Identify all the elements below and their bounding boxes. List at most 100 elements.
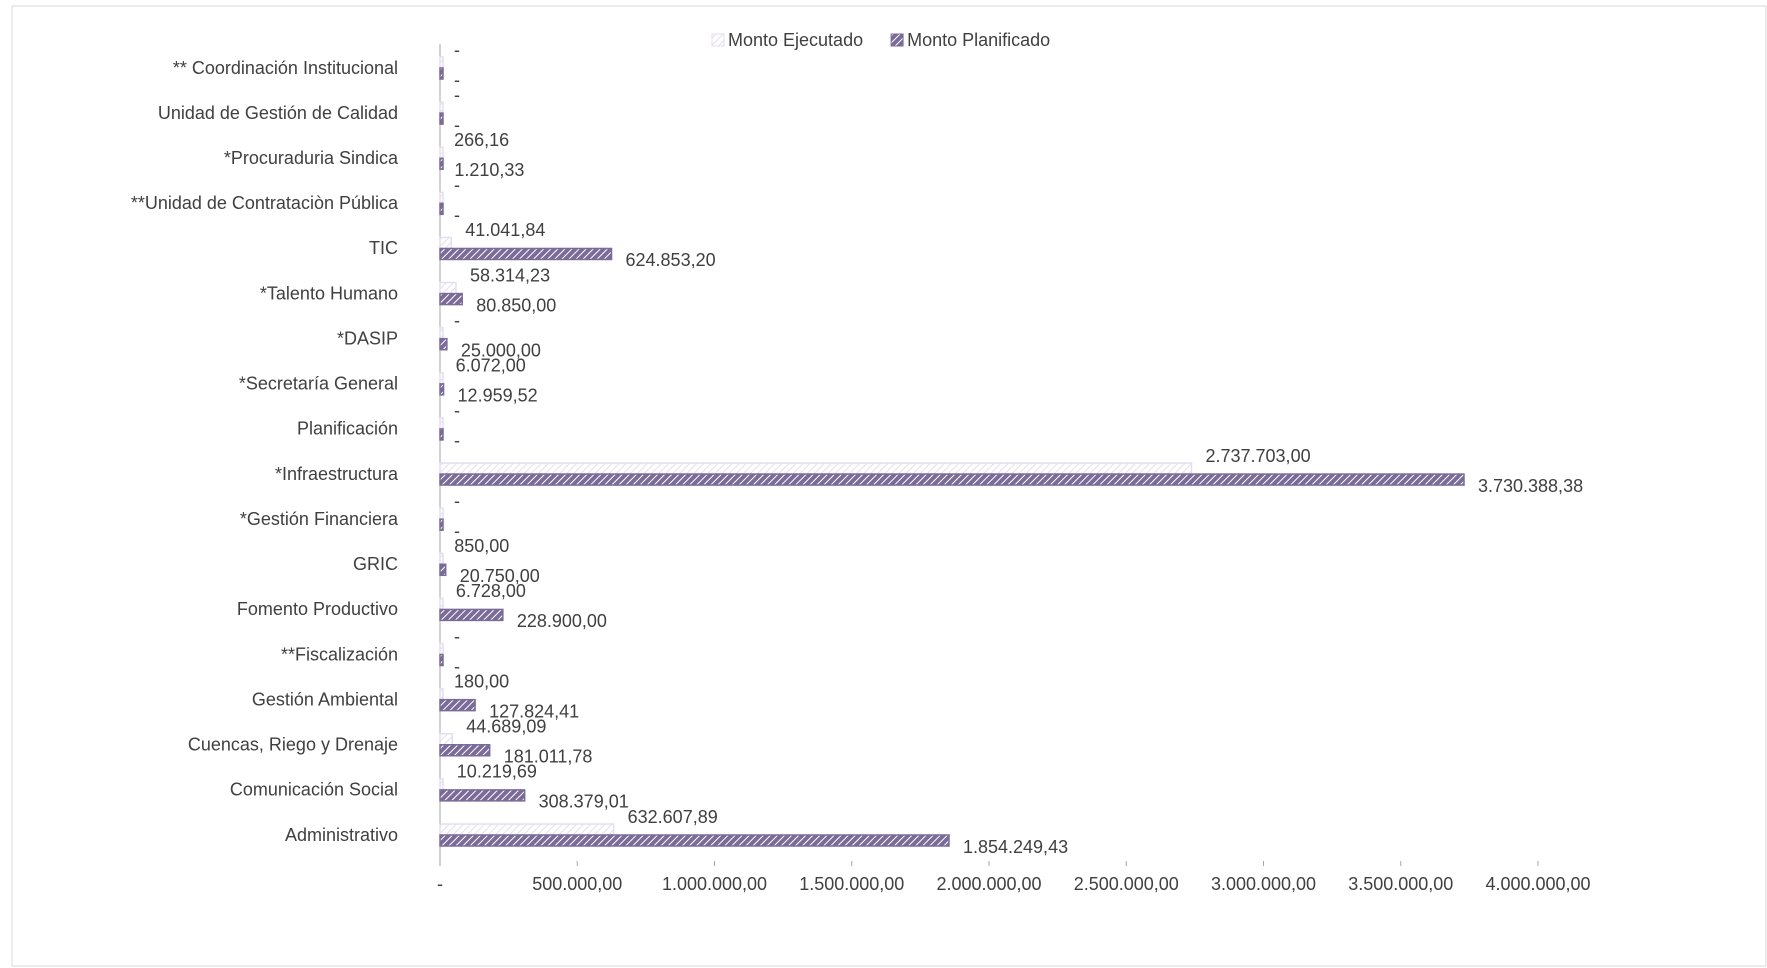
value-label: 6.728,00 — [456, 581, 526, 601]
bar — [439, 202, 444, 216]
x-tick-label: 4.000.000,00 — [1485, 874, 1590, 894]
bar — [439, 698, 476, 712]
bar — [439, 823, 615, 836]
bar — [439, 563, 447, 577]
y-tick-label: Unidad de Gestión de Calidad — [158, 103, 398, 123]
bar — [439, 112, 444, 125]
bar — [439, 687, 444, 701]
value-label: - — [454, 115, 460, 135]
bar — [439, 507, 444, 520]
legend-label: Monto Ejecutado — [728, 30, 863, 50]
y-tick-label: *Talento Humano — [260, 283, 398, 303]
bar — [439, 417, 444, 430]
value-label: 228.900,00 — [517, 611, 607, 631]
bar — [439, 473, 1465, 486]
bar — [439, 56, 444, 69]
y-tick-label: *Procuraduria Sindica — [224, 148, 399, 168]
value-label: 1.854.249,43 — [963, 837, 1068, 857]
x-tick-label: 500.000,00 — [532, 874, 622, 894]
y-tick-label: **Unidad de Contrataciòn Pública — [131, 193, 399, 213]
bar — [439, 191, 444, 205]
value-label: - — [454, 70, 460, 90]
legend-swatch — [890, 33, 904, 47]
x-tick-label: 3.000.000,00 — [1211, 874, 1316, 894]
bar — [439, 597, 444, 611]
value-label: 180,00 — [454, 671, 509, 691]
x-tick-label: 3.500.000,00 — [1348, 874, 1453, 894]
bar — [439, 428, 444, 441]
bar — [439, 337, 448, 351]
value-label: 12.959,52 — [458, 386, 538, 406]
value-label: - — [454, 521, 460, 541]
y-tick-label: *Secretaría General — [239, 374, 398, 394]
value-label: 3.730.388,38 — [1478, 476, 1583, 496]
value-label: 20.750,00 — [460, 566, 540, 586]
x-tick-label: - — [437, 874, 443, 894]
bar — [439, 733, 454, 746]
value-label: - — [454, 175, 460, 195]
y-tick-label: *Infraestructura — [275, 464, 399, 484]
y-tick-label: Planificación — [297, 419, 398, 439]
value-label: - — [454, 85, 460, 105]
x-tick-label: 2.000.000,00 — [936, 874, 1041, 894]
value-label: - — [454, 431, 460, 451]
bar — [439, 383, 445, 396]
value-label: 181.011,78 — [504, 747, 593, 767]
value-label: 6.072,00 — [456, 356, 526, 376]
y-tick-label: ** Coordinación Institucional — [173, 58, 398, 78]
value-label: 44.689,09 — [466, 717, 546, 737]
bar — [439, 67, 444, 80]
value-label: 308.379,01 — [539, 792, 629, 812]
value-label: - — [454, 401, 460, 421]
bar — [439, 834, 950, 847]
bar — [439, 518, 444, 531]
x-tick-label: 1.000.000,00 — [662, 874, 767, 894]
value-label: 1.210,33 — [454, 160, 524, 180]
y-tick-label: Administrativo — [285, 825, 398, 845]
y-tick-label: Gestión Ambiental — [252, 689, 398, 709]
value-label: - — [454, 310, 460, 330]
bar — [439, 326, 444, 340]
value-label: 266,16 — [454, 130, 509, 150]
value-label: 624.853,20 — [626, 250, 716, 270]
value-label: - — [454, 626, 460, 646]
bar — [439, 101, 444, 114]
x-tick-label: 1.500.000,00 — [799, 874, 904, 894]
value-label: 632.607,89 — [628, 807, 718, 827]
x-tick-label: 2.500.000,00 — [1074, 874, 1179, 894]
bar — [439, 247, 613, 261]
legend-label: Monto Planificado — [907, 30, 1050, 50]
bar — [439, 789, 526, 802]
value-label: 127.824,41 — [489, 701, 579, 721]
value-label: - — [454, 40, 460, 60]
value-label: 41.041,84 — [465, 220, 545, 240]
bar — [439, 372, 444, 385]
y-tick-label: Fomento Productivo — [237, 599, 398, 619]
value-label: 25.000,00 — [461, 340, 541, 360]
bar — [439, 552, 444, 566]
value-label: - — [454, 656, 460, 676]
y-tick-label: Comunicación Social — [230, 780, 398, 800]
chart-frame — [11, 5, 1767, 967]
value-label: 2.737.703,00 — [1205, 446, 1310, 466]
bar — [439, 642, 444, 656]
bar — [439, 281, 457, 295]
y-tick-label: Cuencas, Riego y Drenaje — [188, 735, 398, 755]
value-label: - — [454, 491, 460, 511]
bar — [439, 744, 491, 757]
bar — [439, 462, 1193, 475]
y-tick-label: *Gestión Financiera — [240, 509, 399, 529]
value-label: - — [454, 205, 460, 225]
y-tick-label: GRIC — [353, 554, 398, 574]
bar — [439, 608, 504, 622]
y-tick-label: TIC — [369, 238, 398, 258]
bar — [439, 236, 453, 250]
y-tick-label: **Fiscalización — [281, 644, 398, 664]
value-label: 10.219,69 — [457, 762, 537, 782]
bar — [439, 146, 444, 159]
bar — [439, 292, 463, 306]
value-label: 58.314,23 — [470, 265, 550, 285]
legend-swatch — [711, 33, 725, 47]
bar — [439, 653, 444, 667]
